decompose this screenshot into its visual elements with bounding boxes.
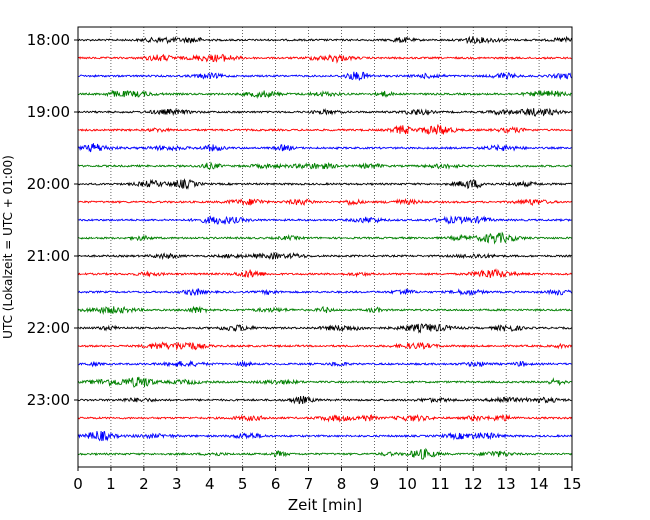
- seismic-trace: [77, 215, 572, 225]
- x-tick-label: 12: [464, 475, 483, 493]
- seismic-trace: [77, 447, 572, 460]
- x-axis-ticks: 0 1 2 3 4 5 6 7 8 9 10 11 12 13 14 15: [73, 467, 582, 493]
- y-tick-label: 19:00: [27, 103, 70, 121]
- seismic-trace: [78, 71, 572, 81]
- seismic-trace: [77, 395, 572, 405]
- seismic-trace: [77, 143, 572, 153]
- x-tick-label: 11: [431, 475, 450, 493]
- x-tick-label: 7: [304, 475, 314, 493]
- seismic-trace: [77, 430, 572, 442]
- y-tick-label: 18:00: [27, 31, 70, 49]
- seismic-trace: [77, 178, 572, 190]
- x-tick-label: 9: [370, 475, 380, 493]
- seismic-trace: [77, 161, 572, 171]
- y-tick-label: 21:00: [27, 247, 70, 265]
- x-tick-label: 8: [337, 475, 347, 493]
- seismic-trace: [77, 341, 572, 351]
- x-tick-label: 10: [398, 475, 417, 493]
- y-axis-label: UTC (Lokalzeit = UTC + 01:00): [1, 155, 15, 339]
- traces: [77, 35, 572, 460]
- seismic-trace: [77, 124, 572, 135]
- y-tick-label: 20:00: [27, 175, 70, 193]
- x-tick-label: 13: [497, 475, 516, 493]
- seismic-trace: [77, 323, 572, 334]
- seismic-trace: [77, 231, 572, 245]
- seismic-trace: [77, 107, 572, 117]
- x-tick-label: 1: [106, 475, 116, 493]
- seismic-trace: [77, 198, 572, 207]
- y-axis-ticks: 18:00 19:00 20:00 21:00 22:00 23:00: [27, 31, 78, 409]
- seismic-trace: [77, 89, 572, 99]
- x-tick-label: 0: [73, 475, 83, 493]
- y-tick-label: 23:00: [27, 391, 70, 409]
- x-tick-label: 5: [238, 475, 248, 493]
- x-tick-label: 14: [530, 475, 549, 493]
- seismic-trace: [77, 305, 572, 316]
- seismic-trace: [77, 35, 572, 45]
- seismic-trace: [77, 413, 572, 423]
- x-axis-label: Zeit [min]: [288, 496, 362, 514]
- seismic-trace: [77, 268, 572, 279]
- seismic-trace: [77, 251, 572, 261]
- x-tick-label: 4: [205, 475, 215, 493]
- seismic-trace: [77, 288, 572, 297]
- seismic-trace: [77, 376, 572, 388]
- seismic-trace: [77, 359, 572, 368]
- x-tick-label: 2: [139, 475, 149, 493]
- vertical-grid: [110, 27, 540, 467]
- x-tick-label: 15: [562, 475, 581, 493]
- seismic-trace: [77, 53, 572, 64]
- plot-frame: [77, 26, 573, 468]
- y-tick-label: 22:00: [27, 319, 70, 337]
- plot-background: [78, 27, 572, 467]
- x-tick-label: 3: [172, 475, 182, 493]
- x-tick-label: 6: [271, 475, 281, 493]
